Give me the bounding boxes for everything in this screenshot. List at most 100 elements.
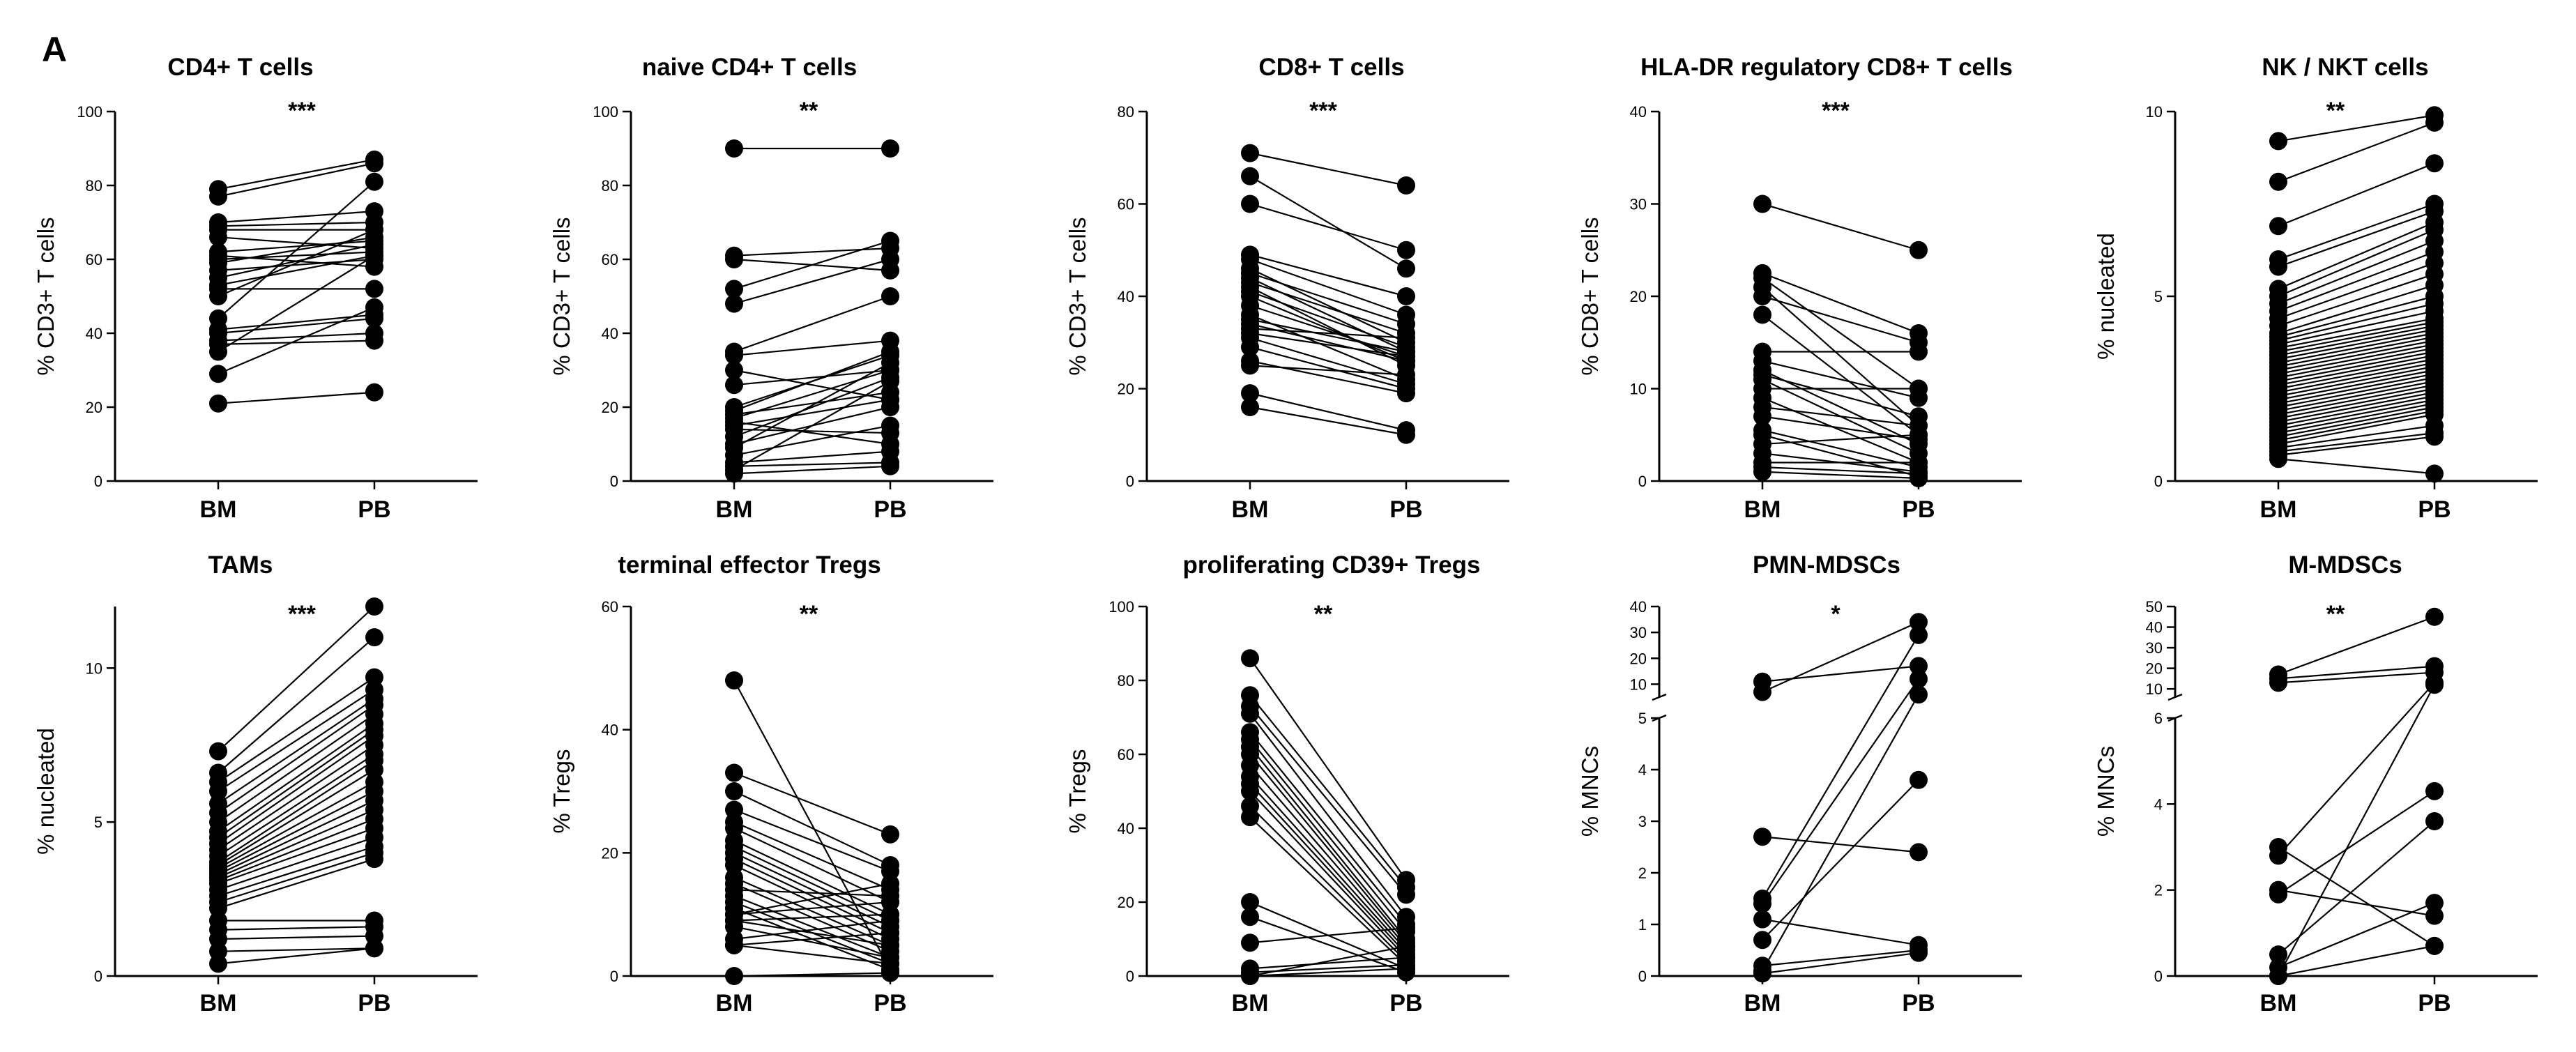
paired-line <box>218 689 375 792</box>
data-point-bm <box>2269 257 2287 276</box>
paired-line <box>733 450 891 464</box>
paired-line <box>218 332 375 342</box>
paired-line <box>2278 410 2435 441</box>
paired-line <box>218 676 375 783</box>
paired-line <box>1249 258 1407 316</box>
paired-line <box>733 421 891 445</box>
paired-line <box>2278 376 2435 409</box>
chart-panel-1: 0 20 40 60 80 100 BM PB CD4+ T cells % CD3+ T cel… <box>33 54 478 523</box>
paired-line <box>733 380 891 471</box>
y-tick-label: 10 <box>2146 680 2163 698</box>
paired-line <box>218 926 375 931</box>
data-point-pb <box>1910 657 1928 676</box>
x-tick-label-bm: BM <box>1232 496 1269 523</box>
y-tick-label: 0 <box>1126 473 1134 490</box>
paired-line <box>2278 362 2435 393</box>
paired-line <box>733 340 891 356</box>
paired-line <box>2278 790 2435 895</box>
chart-panel-6: 0 5 10 BM PB TAMs % nucleated *** <box>33 551 478 1016</box>
data-point-pb <box>881 825 899 844</box>
paired-line <box>1249 706 1407 896</box>
paired-line <box>733 821 891 891</box>
y-tick-label: 100 <box>593 103 618 121</box>
chart-panel-10: 10 20 30 40 50 0 2 4 6 BM PB M-MDSCs % MNCs ** <box>2093 551 2538 1016</box>
significance-marker: ** <box>800 98 818 124</box>
data-point-pb <box>881 353 899 372</box>
paired-line <box>2278 295 2435 338</box>
data-point-pb <box>2425 894 2444 913</box>
paired-line <box>218 947 375 952</box>
y-tick-label: 40 <box>86 325 102 342</box>
paired-line <box>733 913 891 922</box>
data-point-pb <box>365 331 383 350</box>
paired-line <box>2278 351 2435 382</box>
chart-title: CD4+ T cells <box>167 54 313 81</box>
x-tick-label-bm: BM <box>716 496 753 523</box>
y-tick-label: 5 <box>94 814 102 831</box>
paired-line <box>1762 374 1919 418</box>
y-tick-label: 0 <box>94 473 102 490</box>
data-point-pb <box>1910 770 1928 789</box>
data-point-pb <box>2425 782 2444 800</box>
data-point-pb <box>1910 613 1928 632</box>
paired-line <box>218 317 375 335</box>
data-point-pb <box>1910 379 1928 398</box>
x-tick-label-pb: PB <box>1389 496 1422 523</box>
y-tick-label: 80 <box>1118 103 1134 121</box>
data-point-pb <box>881 139 899 158</box>
paired-line <box>733 399 891 427</box>
paired-line <box>1249 776 1407 951</box>
chart-title: PMN-MDSCs <box>1753 551 1900 579</box>
data-point-bm <box>1753 287 1771 305</box>
y-tick-label: 60 <box>602 598 618 616</box>
y-tick-label: 20 <box>86 399 102 416</box>
data-point-pb <box>2425 464 2444 483</box>
paired-line <box>1249 765 1407 947</box>
y-tick-label: 20 <box>602 844 618 862</box>
x-tick-label-pb: PB <box>1902 990 1935 1016</box>
paired-line <box>218 846 375 897</box>
significance-marker: ** <box>1314 601 1333 627</box>
paired-line <box>2278 328 2435 360</box>
data-point-bm <box>1753 910 1771 929</box>
y-tick-label: 4 <box>1638 761 1647 779</box>
data-point-pb <box>2425 113 2444 132</box>
y-tick-label: 2 <box>2154 882 2163 899</box>
paired-line <box>733 876 891 946</box>
data-point-bm <box>1241 398 1259 416</box>
paired-line <box>1249 783 1407 954</box>
data-point-bm <box>1753 462 1771 481</box>
paired-line <box>733 295 891 353</box>
data-point-bm <box>1241 704 1259 723</box>
data-point-bm <box>209 954 227 973</box>
data-point-pb <box>2425 607 2444 626</box>
chart-panel-3: 0 20 40 60 80 BM PB CD8+ T cells % CD3+ T cells *… <box>1065 54 1509 523</box>
data-point-bm <box>725 346 743 365</box>
paired-line <box>2278 425 2435 449</box>
paired-line <box>218 243 375 279</box>
paired-line <box>2278 321 2435 353</box>
paired-line <box>1762 295 1919 344</box>
paired-line <box>2278 402 2435 434</box>
y-tick-label: 40 <box>2146 619 2163 636</box>
data-point-bm <box>725 967 743 985</box>
paired-line <box>733 972 891 977</box>
data-point-pb <box>1397 241 1415 259</box>
paired-line <box>1762 272 1919 335</box>
chart-title: M-MDSCs <box>2288 551 2402 579</box>
data-point-pb <box>2425 906 2444 925</box>
data-point-bm <box>725 763 743 782</box>
data-point-bm <box>209 187 227 206</box>
data-point-bm <box>725 280 743 298</box>
paired-line <box>218 759 375 863</box>
paired-line <box>2278 262 2435 319</box>
paired-line <box>1762 277 1919 390</box>
paired-line <box>218 769 375 866</box>
paired-line <box>2278 332 2435 364</box>
data-point-pb <box>1397 287 1415 305</box>
y-tick-label: 10 <box>86 660 102 677</box>
paired-line <box>218 306 375 375</box>
paired-line <box>1249 945 1407 977</box>
data-point-bm <box>2269 450 2287 468</box>
paired-line <box>2278 413 2435 445</box>
